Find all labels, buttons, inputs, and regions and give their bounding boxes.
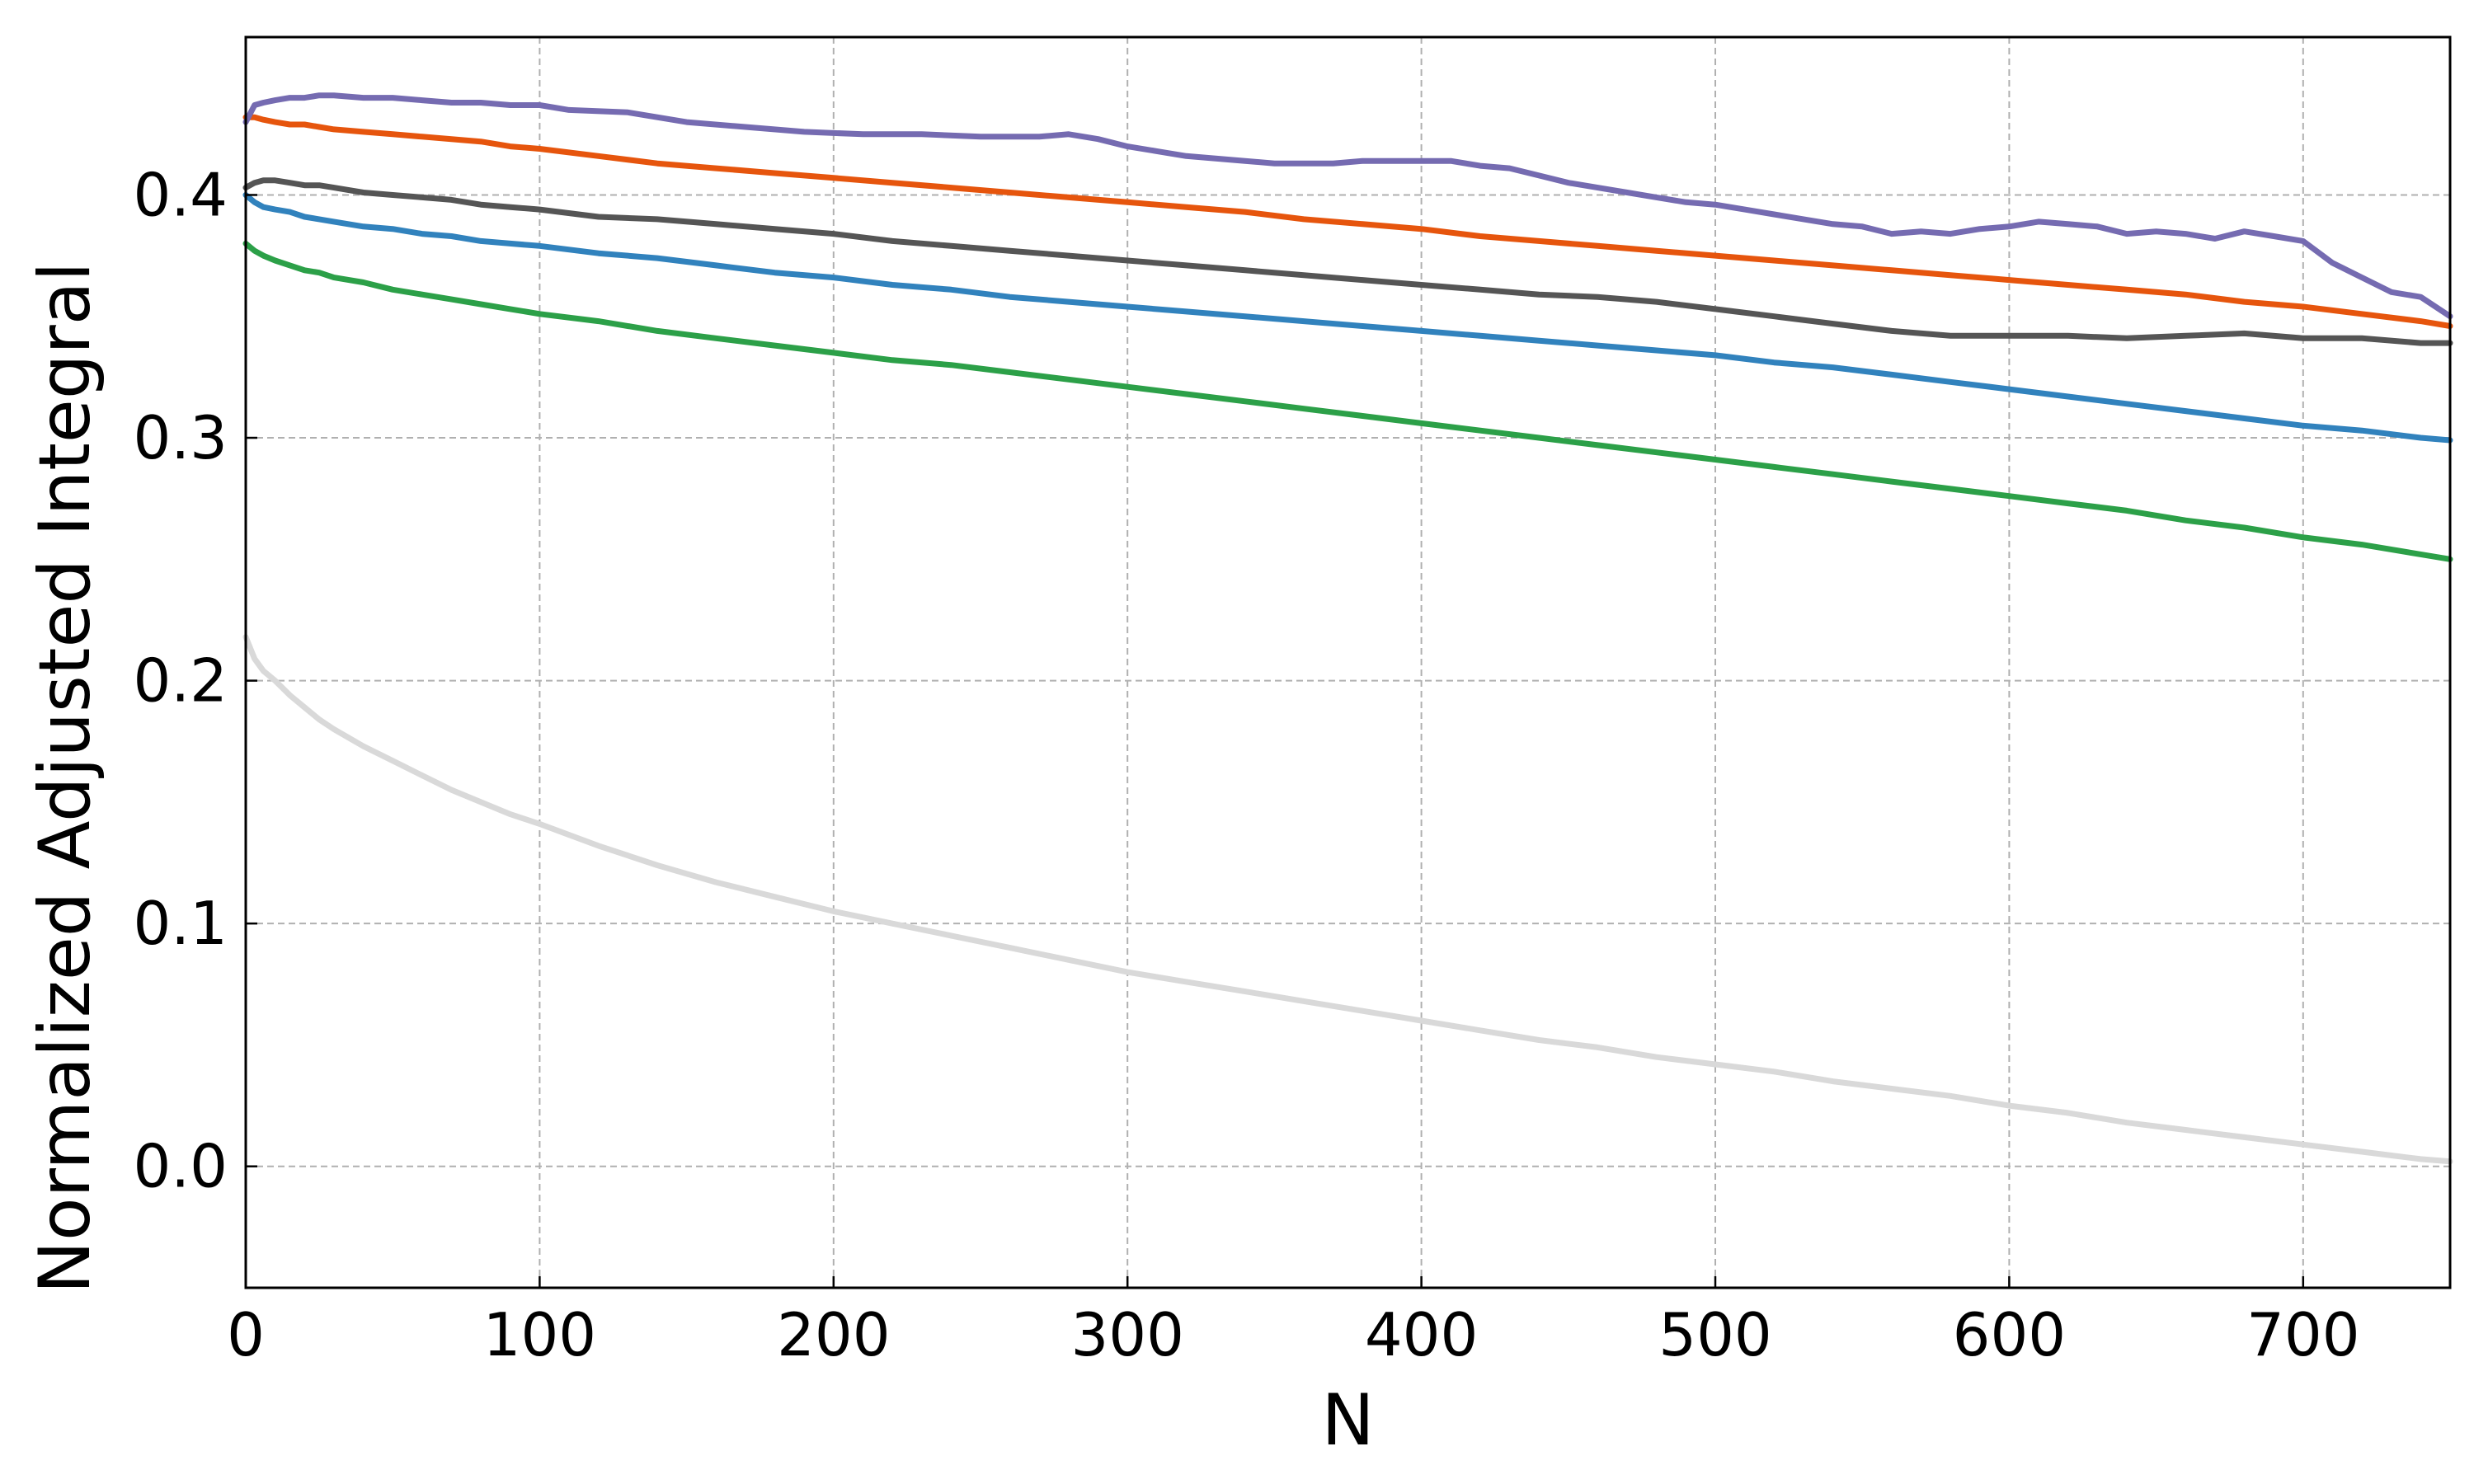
grid [246, 37, 2450, 1288]
series-line-1 [242, 634, 2453, 1165]
x-axis-label: N [1321, 1379, 1374, 1462]
x-tick-label: 300 [1070, 1300, 1183, 1369]
y-tick-label: 0.2 [133, 646, 228, 716]
x-tick-label: 100 [483, 1300, 596, 1369]
x-tick-label: 0 [227, 1300, 265, 1369]
x-tick-label: 600 [1953, 1300, 2066, 1369]
y-tick-label: 0.4 [133, 160, 228, 229]
y-tick-label: 0.0 [133, 1132, 228, 1201]
series-line-4 [242, 177, 2453, 346]
series-lines [242, 92, 2453, 1165]
series-line-3 [242, 192, 2453, 444]
y-tick-label: 0.3 [133, 403, 228, 472]
x-tick-label: 500 [1658, 1300, 1771, 1369]
y-axis-label: Normalized Adjusted Integral [24, 262, 106, 1294]
axis-ticks: 0 100 200 300 400 500 600 700 0.0 0.1 0.2 0.3 0.4 [133, 160, 2359, 1369]
series-line-5 [242, 114, 2453, 329]
series-line-6 [242, 92, 2453, 320]
series-line-2 [242, 240, 2453, 562]
y-tick-label: 0.1 [133, 889, 228, 958]
x-tick-label: 700 [2246, 1300, 2359, 1369]
plot-frame [244, 35, 2452, 1289]
x-tick-label: 200 [777, 1300, 890, 1369]
x-tick-label: 400 [1365, 1300, 1478, 1369]
